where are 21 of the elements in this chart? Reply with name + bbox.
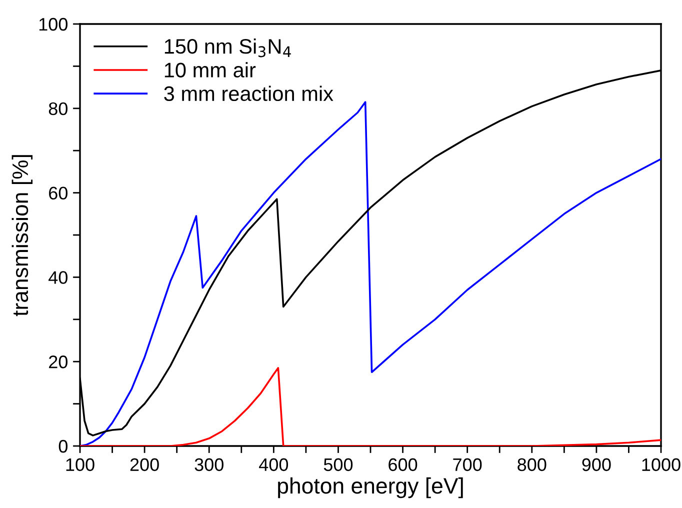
y-tick-label: 0 <box>58 440 68 453</box>
x-tick-label: 900 <box>582 458 611 472</box>
y-axis-title: transmission [%] <box>12 155 33 316</box>
y-tick-label: 100 <box>39 18 68 31</box>
y-tick-label: 80 <box>48 102 68 116</box>
legend-label: 3 mm reaction mix <box>164 86 334 102</box>
legend-label: 150 nm Si$_{3}$N$_{4}$ <box>164 38 291 58</box>
y-tick-label: 20 <box>49 356 68 368</box>
legend-label: 10 mm air <box>164 62 256 78</box>
y-tick-label: 40 <box>48 271 68 284</box>
x-tick-label: 400 <box>259 458 288 472</box>
x-tick-label: 300 <box>194 458 224 472</box>
x-tick-label: 500 <box>324 458 353 472</box>
x-tick-label: 700 <box>453 458 482 472</box>
x-tick-label: 200 <box>130 458 159 472</box>
x-tick-label: 100 <box>66 458 94 472</box>
x-tick-label: 1000 <box>642 458 680 472</box>
x-tick-label: 800 <box>518 458 546 472</box>
x-tick-label: 600 <box>388 458 418 472</box>
x-axis-title: photon energy [eV] <box>278 477 463 498</box>
y-tick-label: 60 <box>49 186 68 200</box>
